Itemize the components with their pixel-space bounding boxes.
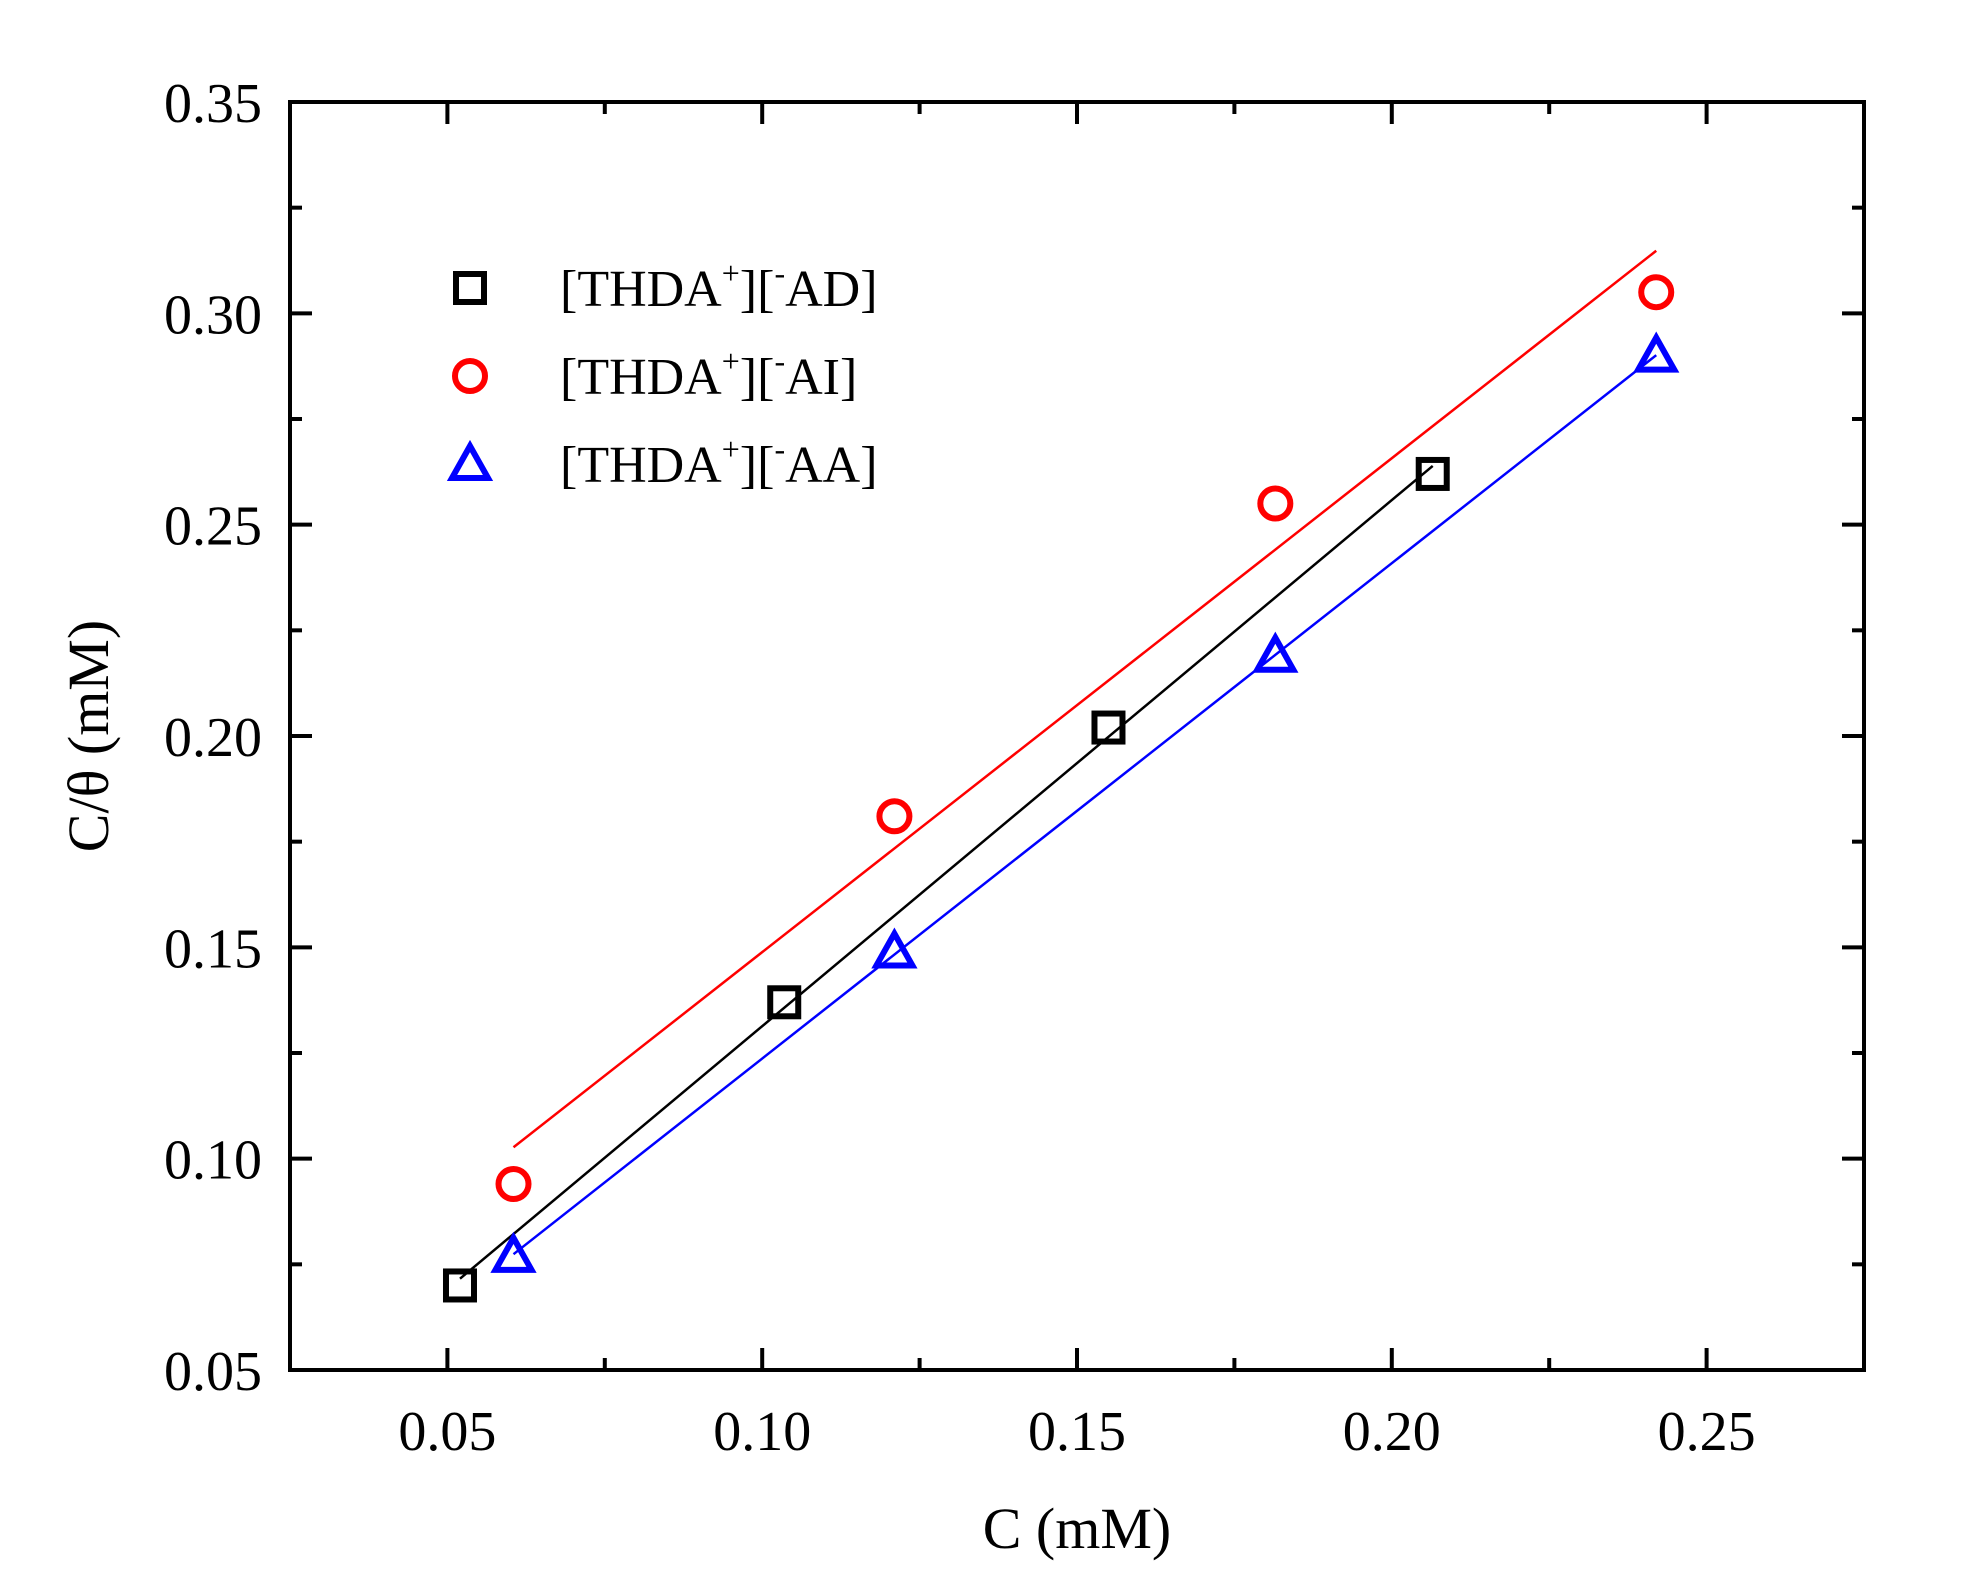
x-tick-label: 0.25 bbox=[1658, 1401, 1756, 1463]
data-point bbox=[1252, 631, 1299, 673]
y-tick-label: 0.15 bbox=[164, 918, 262, 980]
data-point bbox=[495, 1166, 532, 1203]
legend-label: [THDA+][-AD] bbox=[560, 255, 878, 318]
legend-marker bbox=[446, 439, 494, 481]
data-markers bbox=[442, 274, 1680, 1303]
y-tick-label: 0.10 bbox=[164, 1130, 262, 1192]
fit-line bbox=[512, 354, 1658, 1256]
x-axis-title: C (mM) bbox=[983, 1496, 1172, 1561]
data-point bbox=[1415, 456, 1450, 491]
legend-marker bbox=[453, 271, 487, 305]
y-axis-title: C/θ (mM) bbox=[56, 620, 121, 852]
y-tick-label: 0.35 bbox=[164, 73, 262, 135]
data-point bbox=[767, 985, 802, 1020]
x-tick-label: 0.15 bbox=[1028, 1401, 1126, 1463]
x-tick-label: 0.05 bbox=[398, 1401, 496, 1463]
data-point bbox=[876, 798, 913, 835]
data-point bbox=[1257, 485, 1294, 522]
legend-label: [THDA+][-AA] bbox=[560, 431, 878, 494]
y-tick-label: 0.30 bbox=[164, 284, 262, 346]
x-tick-label: 0.10 bbox=[713, 1401, 811, 1463]
data-point bbox=[442, 1268, 477, 1303]
data-point bbox=[1638, 274, 1675, 311]
data-point bbox=[1633, 331, 1680, 373]
tick-labels: 0.05 0.10 0.15 0.20 0.25 0.05 0.10 0.15 0.20 0.25… bbox=[164, 73, 1756, 1463]
y-tick-label: 0.25 bbox=[164, 496, 262, 558]
x-tick-label: 0.20 bbox=[1343, 1401, 1441, 1463]
legend-marker bbox=[452, 358, 488, 394]
y-tick-label: 0.05 bbox=[164, 1341, 262, 1403]
plot-frame bbox=[288, 100, 1866, 1372]
data-point bbox=[490, 1231, 537, 1273]
fit-line bbox=[512, 249, 1658, 1149]
fit-line bbox=[459, 464, 1434, 1280]
fit-lines bbox=[459, 249, 1658, 1280]
legend-label: [THDA+][-AI] bbox=[560, 343, 857, 406]
legend: [THDA+][-AD] [THDA+][-AI] [THDA+][-AA] bbox=[446, 255, 878, 494]
y-tick-label: 0.20 bbox=[164, 707, 262, 769]
data-point bbox=[871, 927, 918, 969]
data-point bbox=[1091, 710, 1126, 745]
